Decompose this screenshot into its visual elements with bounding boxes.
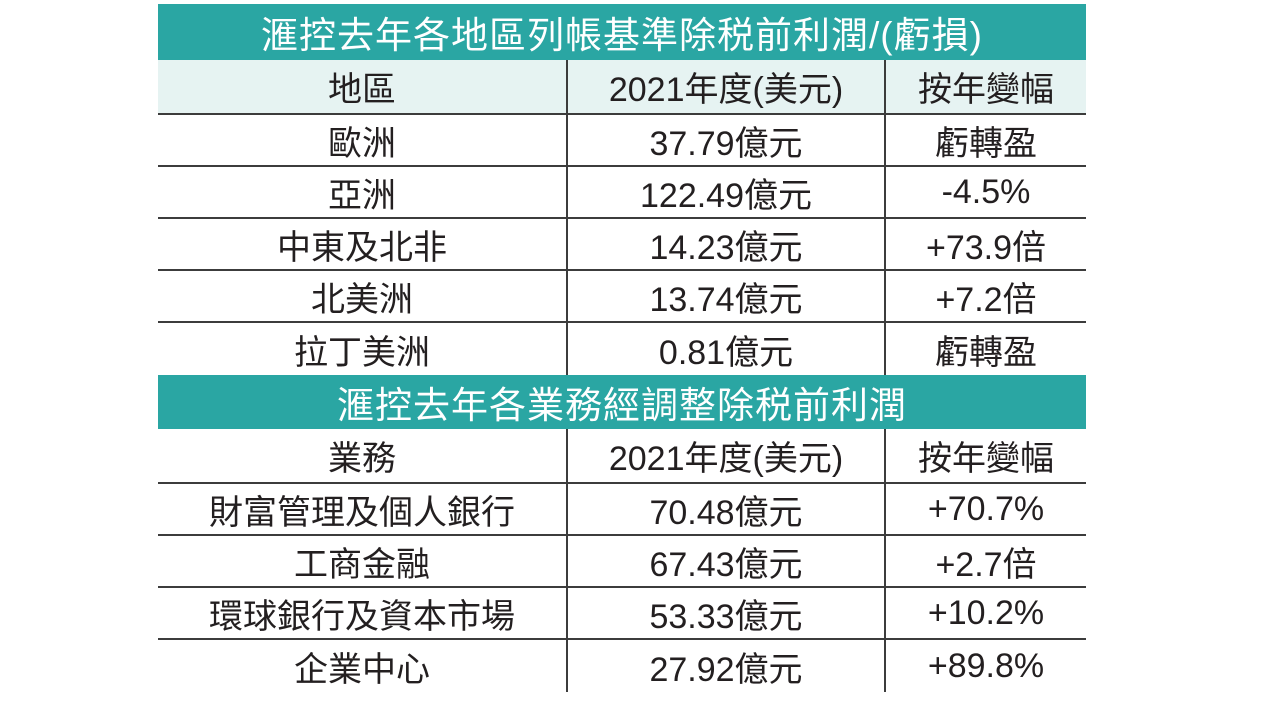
profit-tables: 滙控去年各地區列帳基準除税前利潤/(虧損) 地區 2021年度(美元) 按年變幅…: [158, 4, 1086, 692]
column-header-amount: 2021年度(美元): [566, 429, 884, 482]
business-cell: 環球銀行及資本市場: [209, 597, 515, 636]
amount-cell: 14.23億元: [566, 219, 884, 269]
regional-header-row: 地區 2021年度(美元) 按年變幅: [158, 60, 1086, 115]
column-header-change: 按年變幅: [884, 60, 1086, 113]
table-row: 環球銀行及資本市場 53.33億元 +10.2%: [158, 588, 1086, 640]
region-cell: 北美洲: [311, 280, 413, 319]
table-row: 亞洲 122.49億元 -4.5%: [158, 167, 1086, 219]
change-cell: +10.2%: [884, 588, 1086, 638]
amount-cell: 67.43億元: [566, 536, 884, 586]
region-cell: 歐洲: [328, 124, 396, 163]
amount-cell: 0.81億元: [566, 323, 884, 375]
business-cell: 財富管理及個人銀行: [209, 493, 515, 532]
amount-cell: 27.92億元: [566, 640, 884, 692]
business-cell: 企業中心: [294, 650, 430, 689]
table-row: 企業中心 27.92億元 +89.8%: [158, 640, 1086, 692]
column-header-amount: 2021年度(美元): [566, 60, 884, 113]
column-header-business: 業務: [328, 440, 396, 478]
table-row: 拉丁美洲 0.81億元 虧轉盈: [158, 323, 1086, 375]
table-row: 北美洲 13.74億元 +7.2倍: [158, 271, 1086, 323]
change-cell: +7.2倍: [884, 271, 1086, 321]
table-row: 財富管理及個人銀行 70.48億元 +70.7%: [158, 484, 1086, 536]
amount-cell: 37.79億元: [566, 115, 884, 165]
change-cell: +2.7倍: [884, 536, 1086, 586]
business-header-row: 業務 2021年度(美元) 按年變幅: [158, 429, 1086, 484]
change-cell: 虧轉盈: [884, 323, 1086, 375]
column-header-region: 地區: [328, 71, 396, 109]
amount-cell: 122.49億元: [566, 167, 884, 217]
amount-cell: 70.48億元: [566, 484, 884, 534]
table-row: 中東及北非 14.23億元 +73.9倍: [158, 219, 1086, 271]
table-row: 工商金融 67.43億元 +2.7倍: [158, 536, 1086, 588]
region-cell: 中東及北非: [277, 228, 447, 267]
business-table-title: 滙控去年各業務經調整除税前利潤: [158, 375, 1086, 429]
amount-cell: 53.33億元: [566, 588, 884, 638]
amount-cell: 13.74億元: [566, 271, 884, 321]
region-cell: 亞洲: [328, 176, 396, 215]
column-header-change: 按年變幅: [884, 429, 1086, 482]
region-cell: 拉丁美洲: [294, 333, 430, 372]
change-cell: -4.5%: [884, 167, 1086, 217]
business-cell: 工商金融: [294, 545, 430, 584]
change-cell: +73.9倍: [884, 219, 1086, 269]
table-row: 歐洲 37.79億元 虧轉盈: [158, 115, 1086, 167]
change-cell: +89.8%: [884, 640, 1086, 692]
regional-table-title: 滙控去年各地區列帳基準除税前利潤/(虧損): [158, 4, 1086, 60]
change-cell: 虧轉盈: [884, 115, 1086, 165]
change-cell: +70.7%: [884, 484, 1086, 534]
